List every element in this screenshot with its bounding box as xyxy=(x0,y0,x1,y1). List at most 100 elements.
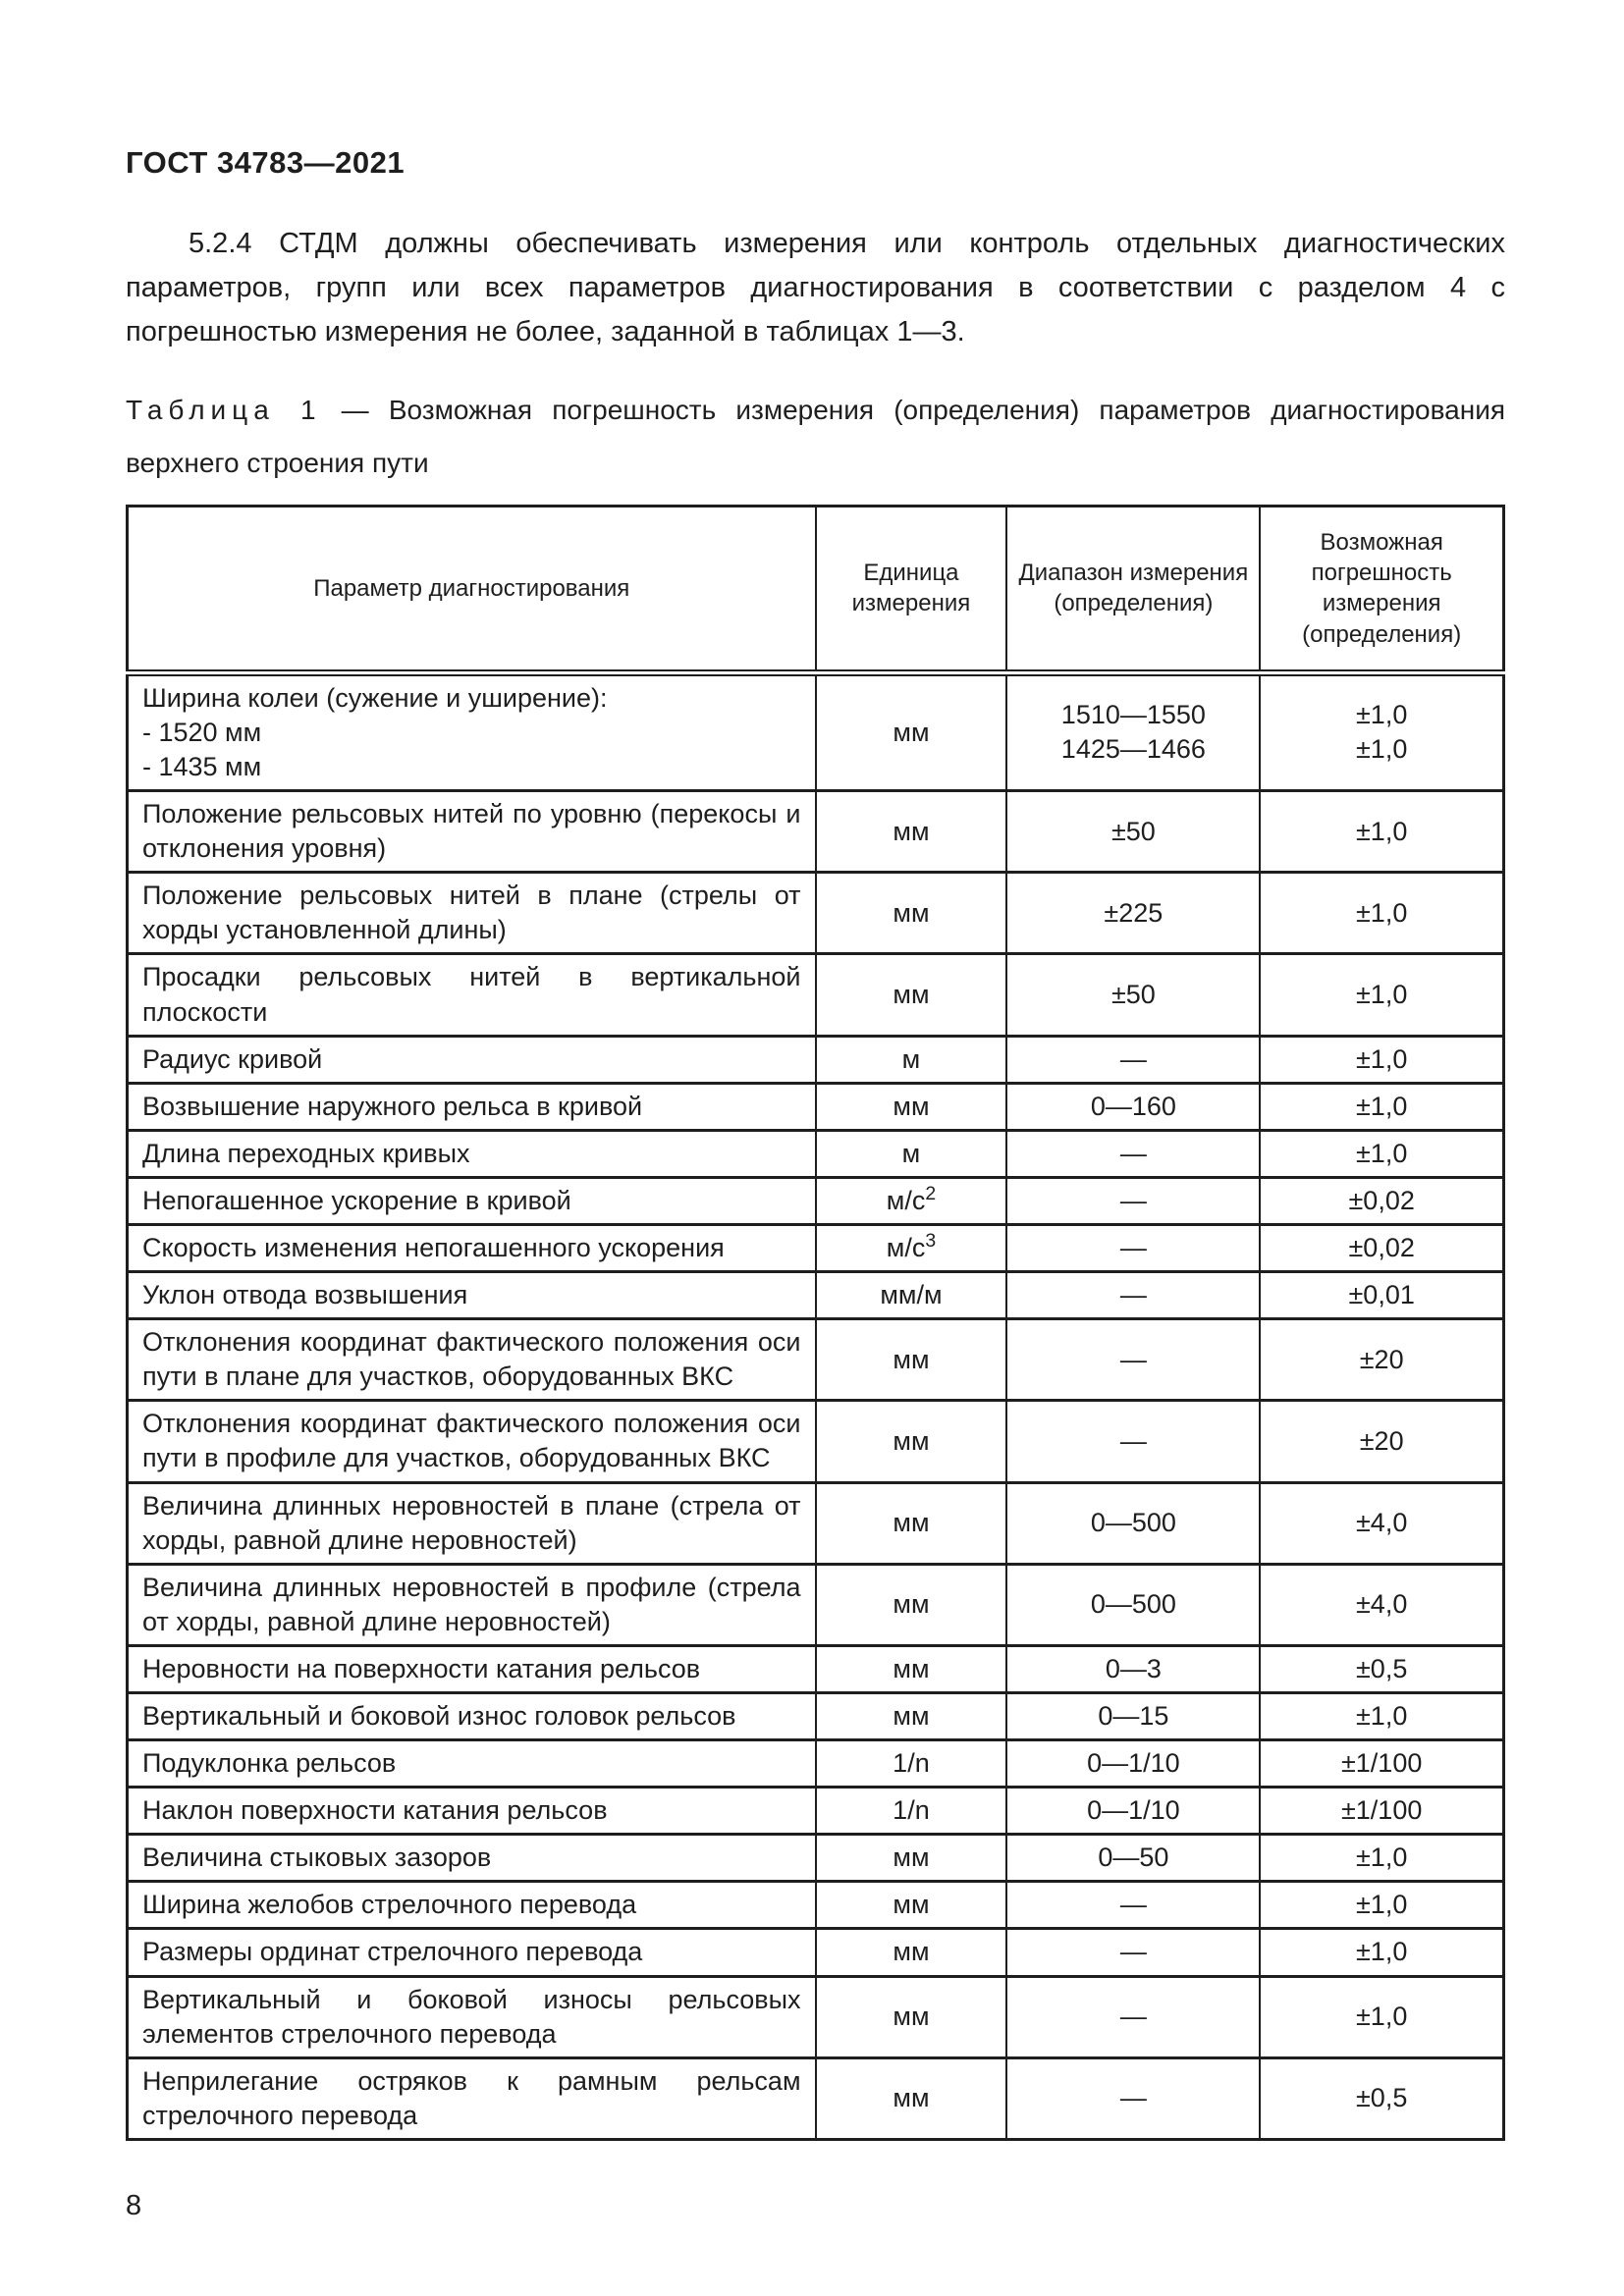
error-cell: ±1,0 xyxy=(1259,1128,1505,1179)
range-cell: — xyxy=(1005,1175,1262,1226)
param-cell: Неприлегание остряков к рамным рельсам с… xyxy=(126,2056,817,2141)
error-line: ±1,0 xyxy=(1355,700,1408,730)
range-cell: 0—15 xyxy=(1005,1690,1262,1742)
range-cell: — xyxy=(1005,1927,1262,1978)
table-caption-separator: — xyxy=(341,394,369,425)
error-cell: ±20 xyxy=(1259,1317,1505,1403)
param-cell: Величина длинных неровностей в профиле (… xyxy=(126,1562,817,1647)
error-cell: ±1,0 xyxy=(1259,1034,1505,1085)
param-cell: Отклонения координат фактического положе… xyxy=(126,1317,817,1403)
range-line: 1510—1550 xyxy=(1060,700,1206,730)
range-cell: 0—1/10 xyxy=(1005,1738,1262,1789)
error-cell: ±1,0 xyxy=(1259,1081,1505,1132)
table-row: Размеры ординат стрелочного перевода мм — ±… xyxy=(126,1927,1505,1978)
unit-cell: мм xyxy=(814,670,1008,793)
unit-superscript: 2 xyxy=(925,1182,937,1204)
range-cell: 0—160 xyxy=(1005,1081,1262,1132)
param-cell: Скорость изменения непогашенного ускорен… xyxy=(126,1222,817,1274)
table-row: Вертикальный и боковой износ головок рел… xyxy=(126,1690,1505,1742)
param-cell: Подуклонка рельсов xyxy=(126,1738,817,1789)
table-row: Величина длинных неровностей в плане (ст… xyxy=(126,1480,1505,1566)
clause-paragraph: 5.2.4 СТДМ должны обеспечивать измерения… xyxy=(126,228,1505,347)
table-row: Уклон отвода возвышения мм/м — ±0,01 xyxy=(126,1270,1505,1321)
range-cell: 0—1/10 xyxy=(1005,1786,1262,1837)
unit-cell: мм xyxy=(814,1399,1008,1484)
param-cell: Просадки рельсовых нитей в вертикальной … xyxy=(126,952,817,1038)
error-cell: ±4,0 xyxy=(1259,1562,1505,1647)
col-header-error: Возможная погрешность измерения (определ… xyxy=(1259,505,1505,676)
range-cell: — xyxy=(1005,1128,1262,1179)
unit-cell: мм xyxy=(814,1480,1008,1566)
range-cell: — xyxy=(1005,2056,1262,2141)
param-cell: Длина переходных кривых xyxy=(126,1128,817,1179)
unit-cell: мм xyxy=(814,789,1008,875)
error-cell: ±1/100 xyxy=(1259,1786,1505,1837)
unit-cell: мм xyxy=(814,1974,1008,2059)
table-row: Неприлегание остряков к рамным рельсам с… xyxy=(126,2056,1505,2141)
table-row: Ширина желобов стрелочного перевода мм — ±1… xyxy=(126,1880,1505,1931)
param-cell: Уклон отвода возвышения xyxy=(126,1270,817,1321)
table-row: Отклонения координат фактического положе… xyxy=(126,1317,1505,1403)
table-row: Скорость изменения непогашенного ускорен… xyxy=(126,1222,1505,1274)
range-cell: — xyxy=(1005,1317,1262,1403)
range-cell: 0—500 xyxy=(1005,1562,1262,1647)
error-cell: ±4,0 xyxy=(1259,1480,1505,1566)
table-header-row: Параметр диагностирования Единица измере… xyxy=(126,505,1505,676)
range-cell: ±50 xyxy=(1005,952,1262,1038)
param-cell: Радиус кривой xyxy=(126,1034,817,1085)
table-row: Отклонения координат фактического положе… xyxy=(126,1399,1505,1484)
param-cell: Ширина желобов стрелочного перевода xyxy=(126,1880,817,1931)
table-row: Неровности на поверхности катания рельсо… xyxy=(126,1643,1505,1695)
table-body: Ширина колеи (сужение и уширение): - 1520… xyxy=(126,670,1505,2141)
table-row: Положение рельсовых нитей в плане (стрел… xyxy=(126,871,1505,956)
error-cell: ±1,0 xyxy=(1259,1880,1505,1931)
range-cell: 0—3 xyxy=(1005,1643,1262,1695)
error-cell: ±0,02 xyxy=(1259,1222,1505,1274)
error-cell: ±0,5 xyxy=(1259,1643,1505,1695)
unit-cell: мм xyxy=(814,1562,1008,1647)
error-cell: ±1,0 xyxy=(1259,1833,1505,1884)
param-cell: Вертикальный и боковой износ головок рел… xyxy=(126,1690,817,1742)
table-caption-text: Возможная погрешность измерения (определ… xyxy=(126,394,1505,479)
param-text: Ширина колеи (сужение и уширение): xyxy=(142,682,608,713)
param-cell: Возвышение наружного рельса в кривой xyxy=(126,1081,817,1132)
error-cell: ±1,0 xyxy=(1259,871,1505,956)
param-cell: Ширина колеи (сужение и уширение): - 1520… xyxy=(126,670,817,793)
table-row: Подуклонка рельсов 1/n 0—1/10 ±1/100 xyxy=(126,1738,1505,1789)
unit-cell: 1/n xyxy=(814,1786,1008,1837)
table-row: Величина стыковых зазоров мм 0—50 ±1,0 xyxy=(126,1833,1505,1884)
error-cell: ±0,01 xyxy=(1259,1270,1505,1321)
error-cell: ±0,02 xyxy=(1259,1175,1505,1226)
param-cell: Неровности на поверхности катания рельсо… xyxy=(126,1643,817,1695)
unit-cell: мм xyxy=(814,1833,1008,1884)
unit-cell: м/с3 xyxy=(814,1222,1008,1274)
range-cell: — xyxy=(1005,1222,1262,1274)
range-cell: 0—500 xyxy=(1005,1480,1262,1566)
range-cell: 0—50 xyxy=(1005,1833,1262,1884)
standard-designation: ГОСТ 34783—2021 xyxy=(126,145,406,180)
param-cell: Величина длинных неровностей в плане (ст… xyxy=(126,1480,817,1566)
unit-cell: мм xyxy=(814,1927,1008,1978)
error-cell: ±1,0 ±1,0 xyxy=(1259,670,1505,793)
table-row: Возвышение наружного рельса в кривой мм 0—… xyxy=(126,1081,1505,1132)
unit-superscript: 3 xyxy=(925,1229,937,1252)
table-row: Ширина колеи (сужение и уширение): - 1520… xyxy=(126,670,1505,793)
error-cell: ±20 xyxy=(1259,1399,1505,1484)
unit-cell: мм/м xyxy=(814,1270,1008,1321)
table-row: Вертикальный и боковой износы рельсовых … xyxy=(126,1974,1505,2059)
error-cell: ±1,0 xyxy=(1259,952,1505,1038)
param-cell: Положение рельсовых нитей в плане (стрел… xyxy=(126,871,817,956)
unit-cell: мм xyxy=(814,952,1008,1038)
range-cell: — xyxy=(1005,1399,1262,1484)
table-caption: Таблица 1 — Возможная погрешность измере… xyxy=(126,384,1505,491)
range-cell: — xyxy=(1005,1880,1262,1931)
param-cell: Наклон поверхности катания рельсов xyxy=(126,1786,817,1837)
error-cell: ±1,0 xyxy=(1259,789,1505,875)
unit-cell: мм xyxy=(814,1690,1008,1742)
unit-cell: 1/n xyxy=(814,1738,1008,1789)
table-row: Просадки рельсовых нитей в вертикальной … xyxy=(126,952,1505,1038)
error-line: ±1,0 xyxy=(1355,734,1408,765)
range-cell: ±50 xyxy=(1005,789,1262,875)
range-cell: 1510—1550 1425—1466 xyxy=(1005,670,1262,793)
